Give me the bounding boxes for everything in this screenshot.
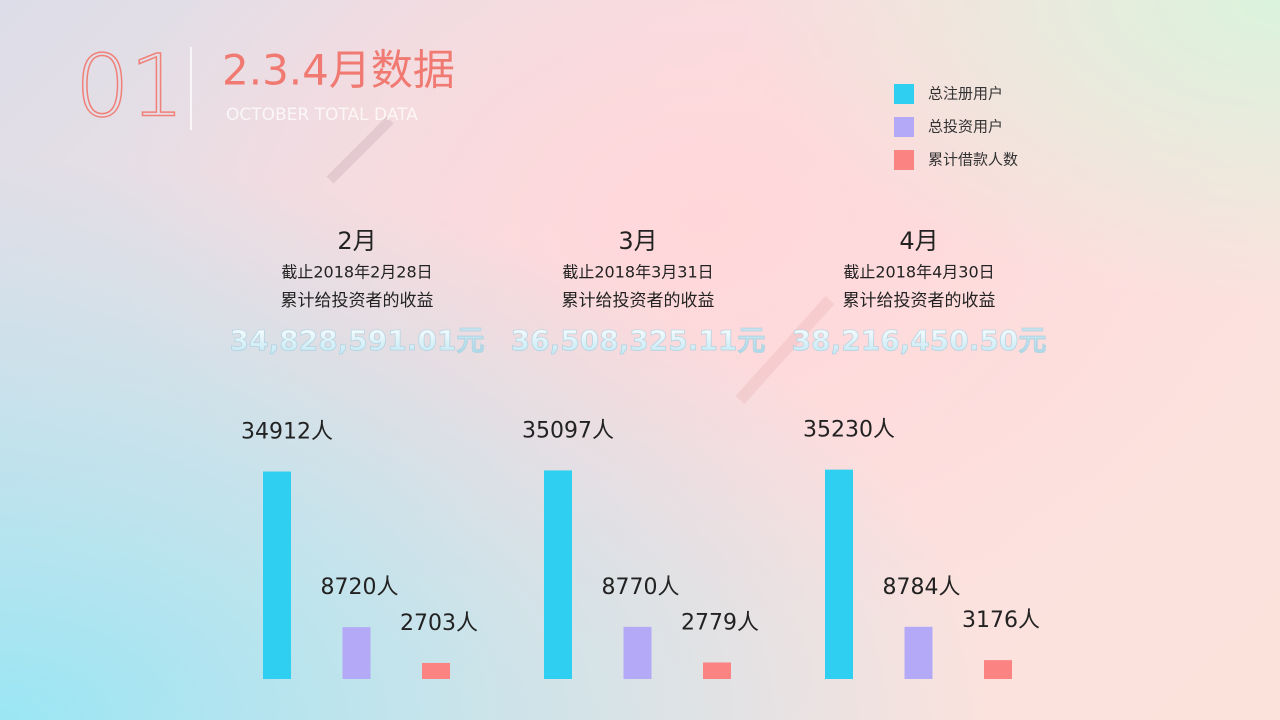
group-caption: 累计给投资者的收益 (562, 291, 715, 311)
bar (342, 627, 371, 679)
legend-label: 总投资用户 (928, 118, 1003, 136)
value-label: 8770人 (602, 575, 680, 600)
bar (904, 626, 933, 679)
bar (825, 469, 853, 679)
value-label: 35230人 (803, 418, 895, 443)
bar (703, 662, 731, 679)
value-label: 35097人 (522, 418, 614, 443)
legend-swatch (894, 84, 914, 104)
section-number: 01 (75, 37, 184, 137)
group-label: 4月 (899, 227, 938, 255)
value-label: 2703人 (400, 611, 478, 636)
bar (263, 471, 291, 679)
bar (544, 470, 572, 679)
bar (422, 662, 450, 679)
group-date: 截止2018年3月31日 (562, 263, 713, 282)
legend-swatch (894, 150, 914, 170)
group-date: 截止2018年2月28日 (281, 263, 432, 282)
group-date: 截止2018年4月30日 (843, 263, 994, 282)
decor (326, 116, 394, 184)
group-caption: 累计给投资者的收益 (281, 291, 434, 311)
value-label: 3176人 (962, 608, 1040, 633)
bar (984, 660, 1012, 679)
value-label: 8784人 (883, 575, 961, 600)
title: 2.3.4月数据 (222, 46, 455, 95)
legend-label: 累计借款人数 (928, 151, 1018, 169)
group-label: 2月 (337, 227, 376, 255)
group-caption: 累计给投资者的收益 (843, 291, 996, 311)
group-amount: 36,508,325.11元 (511, 324, 766, 357)
value-label: 2779人 (681, 610, 759, 635)
value-label: 34912人 (241, 420, 333, 445)
value-label: 8720人 (321, 575, 399, 600)
subtitle: OCTOBER TOTAL DATA (226, 105, 418, 125)
group-amount: 34,828,591.01元 (230, 324, 485, 357)
decor (735, 295, 835, 405)
group-amount: 38,216,450.50元 (792, 324, 1047, 357)
group-label: 3月 (618, 227, 657, 255)
legend-swatch (894, 117, 914, 137)
legend-label: 总注册用户 (928, 85, 1003, 103)
bar (623, 626, 652, 679)
